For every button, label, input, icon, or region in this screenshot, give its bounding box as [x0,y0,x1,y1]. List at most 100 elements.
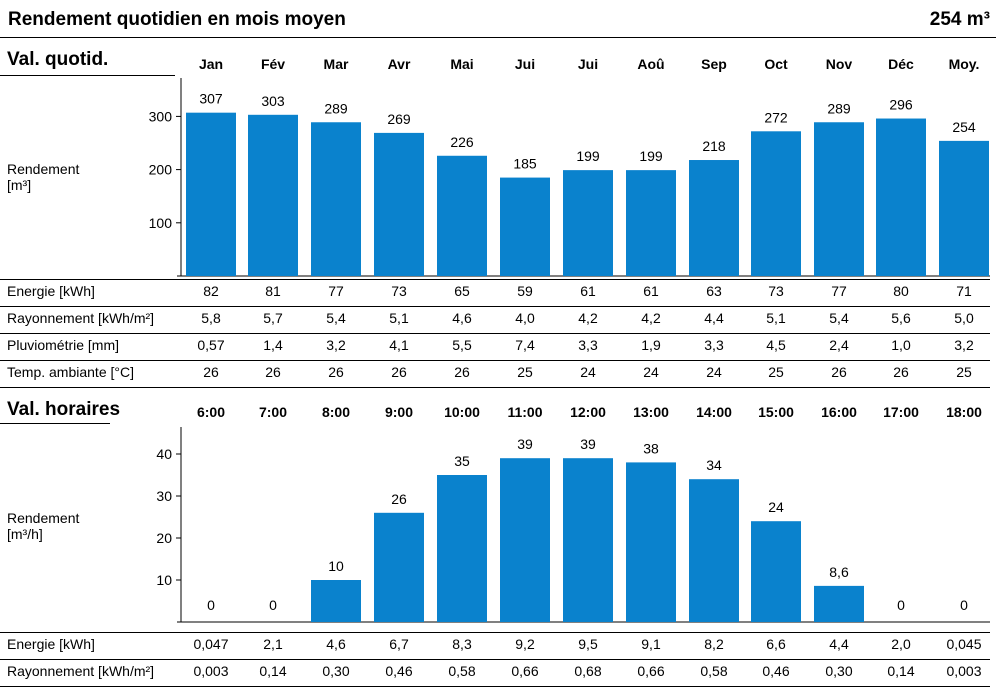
daily-y-tick-label: 100 [149,215,173,231]
table-cell: 0,003 [946,663,982,679]
table-cell: 3,3 [578,337,598,353]
table-cell: 0,30 [825,663,853,679]
table-cell: 4,2 [641,310,661,326]
table-cell: 2,0 [891,636,911,652]
table-cell: 4,5 [766,337,786,353]
hourly-value-label: 0 [897,597,905,613]
daily-value-label: 199 [639,148,663,164]
table-row-divider [0,333,990,334]
table-cell: 59 [517,283,533,299]
table-cell: 6,7 [389,636,409,652]
daily-value-label: 185 [513,156,537,172]
table-bottom-rule [0,686,990,687]
hourly-bar [751,521,801,622]
table-cell: 0,30 [322,663,350,679]
daily-ylabel-line1: Rendement [7,161,80,177]
table-cell: 73 [391,283,407,299]
column-header: 6:00 [196,404,226,420]
table-cell: 0,57 [197,337,225,353]
hourly-y-tick-label: 40 [156,446,172,462]
hourly-y-tick-label: 10 [156,572,172,588]
hourly-value-label: 0 [960,597,968,613]
hourly-y-tick-label: 30 [156,488,172,504]
table-cell: 4,0 [515,310,535,326]
daily-value-label: 303 [261,93,285,109]
column-header: Sep [701,56,727,72]
table-cell: 24 [580,364,596,380]
daily-section-title: Val. quotid. [7,49,109,70]
table-cell: 65 [454,283,470,299]
column-header: Aoû [637,56,665,72]
table-bottom-rule [0,387,990,388]
table-cell: 26 [391,364,407,380]
table-cell: 5,6 [891,310,911,326]
daily-title-underline [0,75,175,76]
table-cell: 1,0 [891,337,911,353]
column-header: Jan [198,56,224,72]
hourly-value-label: 0 [207,597,215,613]
daily-y-tick-label: 200 [149,162,173,178]
table-cell: 0,14 [887,663,915,679]
column-header: Fév [260,56,286,72]
table-cell: 26 [265,364,281,380]
table-row-label: Rayonnement [kWh/m²] [7,663,155,679]
daily-value-label: 289 [827,100,851,116]
table-cell: 80 [893,283,909,299]
table-cell: 81 [265,283,281,299]
daily-bar [814,122,864,276]
daily-value-label: 226 [450,134,474,150]
table-cell: 3,2 [326,337,346,353]
daily-value-label: 272 [764,109,788,125]
daily-bar [939,140,989,276]
hourly-value-label: 39 [517,436,533,452]
table-cell: 26 [831,364,847,380]
table-row-divider [0,659,990,660]
table-cell: 26 [454,364,470,380]
column-header: Moy. [948,56,980,72]
table-cell: 5,7 [263,310,283,326]
table-cell: 4,6 [326,636,346,652]
table-cell: 61 [580,283,596,299]
column-header: 8:00 [321,404,351,420]
hourly-bar [814,585,864,622]
table-cell: 9,1 [641,636,661,652]
hourly-bar [500,458,550,622]
table-row-divider [0,306,990,307]
table-cell: 0,46 [385,663,413,679]
daily-value-label: 218 [702,138,726,154]
table-cell: 24 [643,364,659,380]
hourly-bar [563,458,613,622]
table-cell: 4,4 [829,636,849,652]
table-cell: 0,045 [946,636,982,652]
table-cell: 5,8 [201,310,221,326]
table-row-label: Temp. ambiante [°C] [7,364,134,380]
column-header: 13:00 [633,404,669,420]
daily-bar [751,131,801,276]
hourly-value-label: 10 [328,558,344,574]
hourly-bar [311,580,361,622]
table-cell: 9,2 [515,636,535,652]
table-row-divider [0,360,990,361]
hourly-value-label: 8,6 [829,564,849,580]
table-cell: 7,4 [515,337,535,353]
hourly-ylabel-line1: Rendement [7,510,80,526]
table-cell: 4,2 [578,310,598,326]
column-header: Mai [450,56,474,72]
table-cell: 77 [831,283,847,299]
column-header: 16:00 [821,404,857,420]
table-row-label: Rayonnement [kWh/m²] [7,310,155,326]
table-cell: 0,46 [762,663,790,679]
hourly-value-label: 35 [454,453,470,469]
table-cell: 73 [768,283,784,299]
daily-bar [311,122,361,276]
daily-value-label: 307 [199,91,223,107]
daily-bar [626,170,676,276]
table-cell: 26 [893,364,909,380]
column-header: 10:00 [444,404,480,420]
daily-bar [500,177,550,276]
hourly-bar [374,512,424,622]
table-cell: 4,1 [389,337,409,353]
table-cell: 25 [517,364,533,380]
daily-value-label: 254 [952,119,976,135]
